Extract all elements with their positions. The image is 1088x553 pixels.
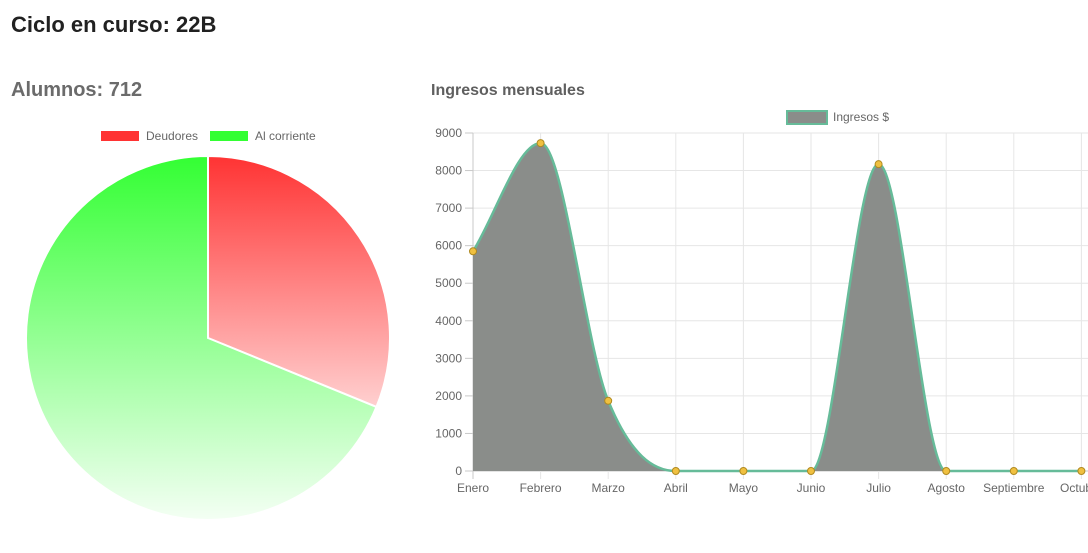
x-tick-label-9: Octubre (1060, 481, 1088, 495)
x-tick-label-3: Abril (664, 481, 688, 495)
legend-label-0: Deudores (146, 129, 198, 143)
legend-swatch-0 (101, 131, 139, 141)
x-tick-label-1: Febrero (520, 481, 562, 495)
y-tick-label-2: 2000 (435, 389, 462, 403)
monthly-income-title: Ingresos mensuales (431, 82, 585, 99)
pie-legend: Deudores Al corriente (101, 129, 316, 143)
legend-swatch-1 (210, 131, 248, 141)
pie-slice-al-corriente[interactable] (25, 154, 378, 521)
y-tick-label-1: 1000 (435, 426, 462, 440)
x-tick-label-8: Septiembre (983, 481, 1045, 495)
y-tick-label-0: 0 (455, 464, 462, 478)
page-title: Ciclo en curso: 22B (11, 12, 217, 37)
x-tick-label-5: Junio (797, 481, 826, 495)
y-tick-label-7: 7000 (435, 201, 462, 215)
y-tick-label-3: 3000 (435, 351, 462, 365)
legend-label-income: Ingresos $ (833, 110, 889, 124)
income-point-octubre[interactable] (1077, 467, 1086, 475)
pie-slice-deudores[interactable] (207, 154, 391, 409)
students-count-title: Alumnos: 712 (11, 79, 143, 101)
y-tick-label-9: 9000 (435, 126, 462, 140)
income-point-agosto[interactable] (942, 467, 951, 475)
income-point-febrero[interactable] (536, 139, 545, 148)
x-tick-label-7: Agosto (928, 481, 966, 495)
legend-swatch-income (786, 110, 828, 125)
income-point-mayo[interactable] (739, 467, 748, 475)
income-point-enero[interactable] (469, 247, 477, 256)
income-point-julio[interactable] (874, 160, 883, 169)
income-area-chart: Ingresos $ 0 1000 2000 3000 4000 5000 6000 7000 8… (435, 110, 1088, 495)
income-point-marzo[interactable] (604, 396, 613, 405)
x-tick-label-2: Marzo (592, 481, 626, 495)
x-tick-label-4: Mayo (729, 481, 759, 495)
x-tick-label-0: Enero (457, 481, 489, 495)
y-tick-label-5: 5000 (435, 276, 462, 290)
y-tick-label-8: 8000 (435, 164, 462, 178)
income-area-fill (473, 143, 1082, 471)
legend-label-1: Al corriente (255, 129, 316, 143)
income-point-junio[interactable] (807, 467, 815, 475)
income-point-abril[interactable] (671, 467, 680, 475)
income-point-septiembre[interactable] (1009, 467, 1018, 475)
x-tick-label-6: Julio (866, 481, 891, 495)
students-pie-chart: Deudores Al corriente (25, 129, 391, 521)
y-tick-label-4: 4000 (435, 314, 462, 328)
y-tick-label-6: 6000 (435, 239, 462, 253)
area-legend: Ingresos $ (786, 110, 889, 125)
